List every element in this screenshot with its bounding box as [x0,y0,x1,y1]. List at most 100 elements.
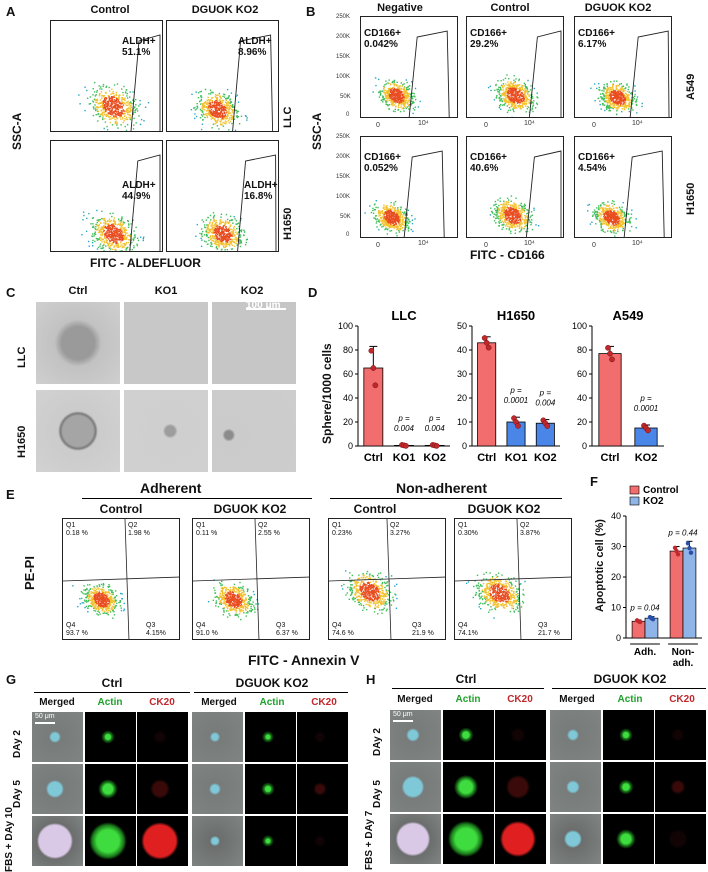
b-xtick: 0 [592,122,596,129]
y-tick-label: 60 [343,369,353,379]
ck20-image [297,764,348,814]
b-ytick: 50K [340,214,351,220]
panel-b-ylabel: SSC-A [310,112,324,150]
b-xtick: 10⁴ [524,120,535,127]
bar [682,547,697,639]
density-dots [587,200,637,237]
x-tick-label: KO2 [635,452,658,464]
data-point [609,356,615,363]
merged-image [192,712,243,762]
actin-image [85,816,136,866]
x-tick-label: adh. [673,658,694,669]
data-point [433,443,440,449]
p-value: p = 0.04 [629,604,660,613]
b-ytick: 0 [346,232,350,238]
panel-a-row-h1650: H1650 [282,207,294,240]
flow-plot-a-h1650-control [50,140,163,252]
panel-f-ylabel: Apoptotic cell (%) [594,519,606,612]
b-xtick: 10⁴ [632,120,643,127]
density-dots [489,195,540,234]
data-point [483,339,490,346]
group-non-adherent: Non-adherent [396,480,487,496]
gate-label-a1: ALDH+ 51.1% [122,36,156,58]
actin-image [603,814,654,864]
quadrant-q3: Q3 4.15% [146,622,166,637]
flow-plot-a-llc-control [50,20,163,132]
panel-e-ylabel: PE-PI [22,556,37,590]
y-tick-label: 100 [572,321,587,331]
group-underline [194,692,348,693]
y-tick-label: 30 [611,542,621,552]
quadrant-q4: Q4 93.7 % [66,622,88,637]
bar [598,353,622,447]
channel-actin: Actin [617,694,643,705]
channel-merged: Merged [201,697,237,708]
ck20-image [297,712,348,762]
gate-polygon [403,150,445,237]
data-point [485,344,492,351]
panel-a-letter: A [6,4,16,19]
scale-bar-label: 100 μm [246,302,281,311]
b-ytick: 50K [340,94,351,100]
panel-h-group-ctrl: Ctrl [455,672,477,686]
b-xtick: 10⁴ [418,120,429,127]
b-xtick: 10⁴ [418,240,429,247]
p-value: 0.004 [425,424,446,433]
density-dots [207,579,260,621]
p-value: p = 0.44 [667,528,698,537]
channel-merged: Merged [397,694,433,705]
y-tick-label: 80 [577,345,587,355]
panel-h-row-day5: DAy 5 [372,780,383,808]
data-point [607,350,613,357]
annexin-plot-3 [328,518,446,640]
p-value: 0.0001 [634,404,658,413]
merged-image: 50 μm [32,712,83,762]
bar [669,550,684,639]
y-tick-label: 30 [457,369,467,379]
data-point [372,382,379,389]
gate-label-a3: ALDH+ 44.9% [122,180,156,202]
density-dots [78,81,150,131]
b-ytick: 250K [336,14,351,20]
ck20-image [137,816,188,866]
gate-polygon [130,34,161,131]
panel-b-letter: B [306,4,316,19]
merged-image [550,762,601,812]
b-ytick: 250K [336,134,351,140]
panel-b-col-ko2: DGUOK KO2 [584,2,652,14]
p-value: p = [428,414,441,423]
density-dots [190,88,248,131]
data-point [685,541,691,546]
y-tick-label: 0 [582,441,587,451]
gate-label-a4: ALDH+ 16.8% [244,180,278,202]
data-point [688,550,694,555]
channel-actin: Actin [455,694,481,705]
fluorescence-grid-h: 50 μm [390,710,708,870]
flow-plot-a-llc-ko2 [166,20,279,132]
panel-a-col-ko2: DGUOK KO2 [191,4,259,16]
y-tick-label: 10 [457,417,467,427]
panel-b-row-h1650: H1650 [685,182,697,215]
y-tick-label: 60 [577,369,587,379]
gate-label-b5: CD166+ 40.6% [470,152,507,174]
ck20-image [137,712,188,762]
panel-a-col-control: Control [90,4,130,16]
bar [631,620,646,639]
y-tick-label: 40 [577,393,587,403]
panel-a-row-llc: LLC [282,106,294,128]
p-value: p = [397,414,410,423]
gate-label-b1: CD166+ 0.042% [364,28,401,50]
legend-swatch [629,485,640,495]
actin-image [245,712,296,762]
panel-c-col-ko2: KO2 [240,285,264,297]
p-value: 0.004 [394,424,415,433]
density-dots [487,74,539,117]
gate-polygon [408,30,450,117]
b-ytick: 150K [336,54,351,60]
density-dots [341,570,398,615]
actin-image [603,710,654,760]
channel-merged: Merged [39,697,75,708]
y-tick-label: 100 [338,321,353,331]
